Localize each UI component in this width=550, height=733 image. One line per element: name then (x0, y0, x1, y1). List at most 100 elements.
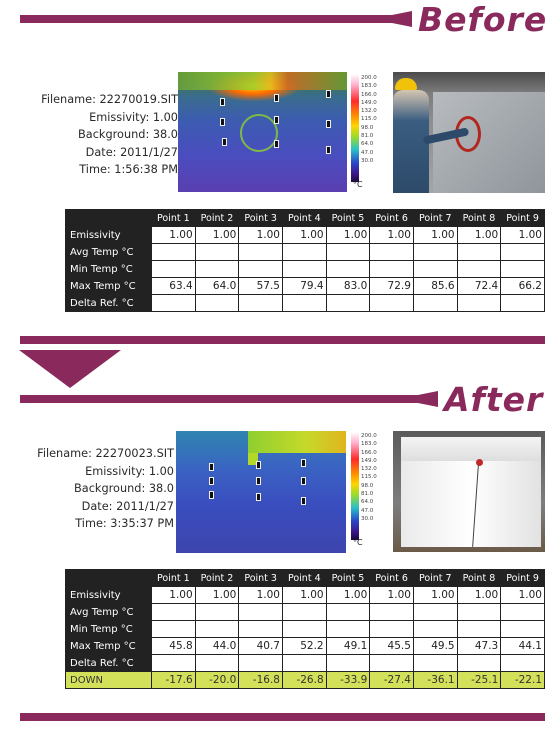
before-time: Time: 1:56:38 PM (79, 163, 178, 176)
section-divider-bar (20, 336, 545, 344)
before-cell: 1.00 (194, 226, 240, 244)
after-table-row-down: DOWN -17.6 -20.0 -16.8 -26.8 -33.9 -27.4… (65, 671, 545, 689)
after-filename: Filename: 22270023.SIT (37, 447, 174, 460)
after-column-header: Point 4 (281, 569, 327, 587)
after-column-header: Point 2 (194, 569, 240, 587)
before-cell: 57.5 (238, 277, 283, 295)
before-scale-tick: 81.0 (361, 133, 374, 140)
after-background: Background: 38.0 (74, 482, 174, 495)
after-cell (151, 620, 196, 638)
after-cell: 1.00 (151, 586, 196, 604)
after-cell: 1.00 (412, 586, 458, 604)
after-cell: 52.2 (281, 637, 327, 655)
before-cell: 72.4 (456, 277, 502, 295)
footer-bar (20, 713, 545, 721)
after-cell (281, 603, 327, 621)
before-cell (194, 243, 240, 261)
after-scale-tick: 81.0 (361, 491, 374, 498)
after-thermal-image (176, 431, 346, 553)
before-cell: 1.00 (151, 226, 196, 244)
after-down-cell: -17.6 (151, 671, 196, 689)
after-cell: 1.00 (281, 586, 327, 604)
before-table-row-delta: Delta Ref. °C (65, 294, 545, 312)
before-cell: 1.00 (500, 226, 545, 244)
after-cell: 1.00 (500, 586, 545, 604)
after-column-header: Point 3 (238, 569, 283, 587)
after-scale-tick: 115.0 (361, 474, 377, 481)
after-heading-bar (20, 395, 438, 403)
after-table-corner (65, 569, 152, 587)
after-time: Time: 3:35:37 PM (75, 517, 174, 530)
before-cell: 63.4 (151, 277, 196, 295)
after-column-header: Point 1 (151, 569, 196, 587)
down-arrow-icon (19, 350, 121, 388)
after-cell (369, 603, 414, 621)
after-date: Date: 2011/1/27 (81, 499, 174, 513)
before-row-label: Min Temp °C (65, 260, 152, 278)
after-row-label: Min Temp °C (65, 620, 152, 638)
after-row-label: Max Temp °C (65, 637, 152, 655)
before-cell (412, 243, 458, 261)
after-cell: 40.7 (238, 637, 283, 655)
before-cell: 1.00 (238, 226, 283, 244)
before-scale-tick: 200.0 (361, 75, 377, 81)
before-temperature-scale: 200.0 183.0 166.0 149.0 132.0 115.0 98.0… (351, 74, 400, 189)
after-column-header: Point 6 (369, 569, 414, 587)
before-cell (369, 243, 414, 261)
after-cell (325, 603, 371, 621)
before-column-header: Point 2 (194, 209, 240, 227)
after-table-row-avg: Avg Temp °C (65, 603, 545, 621)
after-scale-tick: 166.0 (361, 449, 377, 456)
before-cell (325, 243, 371, 261)
before-cell (369, 260, 414, 278)
after-cell: 44.0 (194, 637, 240, 655)
after-cell: 45.5 (369, 637, 414, 655)
after-row-label: Delta Ref. °C (65, 654, 152, 672)
before-cell (281, 294, 327, 312)
before-scale-tick: 64.0 (361, 141, 374, 148)
before-heading-bar-end (392, 11, 412, 27)
after-table-row-min: Min Temp °C (65, 620, 545, 638)
before-table-header-row: Point 1 Point 2 Point 3 Point 4 Point 5 … (65, 209, 545, 227)
after-column-header: Point 9 (500, 569, 545, 587)
before-cell (325, 294, 371, 312)
before-cell (194, 260, 240, 278)
before-table-row-emissivity: Emissivity 1.00 1.00 1.00 1.00 1.00 1.00… (65, 226, 545, 244)
before-cell (238, 243, 283, 261)
after-cell (369, 620, 414, 638)
after-cell: 45.8 (151, 637, 196, 655)
after-cell (151, 603, 196, 621)
before-cell: 66.2 (500, 277, 545, 295)
before-date: Date: 2011/1/27 (85, 145, 178, 159)
before-scale-tick: 149.0 (361, 99, 377, 106)
after-down-cell: -36.1 (412, 671, 458, 689)
after-cell (412, 620, 458, 638)
after-heading: After (444, 380, 544, 419)
before-scale-unit: °C (353, 180, 363, 189)
before-table-row-min: Min Temp °C (65, 260, 545, 278)
before-cell: 1.00 (281, 226, 327, 244)
after-table-header-row: Point 1 Point 2 Point 3 Point 4 Point 5 … (65, 569, 545, 587)
after-cell: 47.3 (456, 637, 502, 655)
after-cell (238, 654, 283, 672)
before-photo (393, 72, 545, 193)
before-cell (456, 243, 502, 261)
before-cell (325, 260, 371, 278)
after-scale-tick: 132.0 (361, 466, 377, 473)
before-cell (456, 294, 502, 312)
after-down-cell: -27.4 (369, 671, 414, 689)
after-table-row-delta: Delta Ref. °C (65, 654, 545, 672)
before-column-header: Point 3 (238, 209, 283, 227)
after-column-header: Point 8 (456, 569, 502, 587)
after-scale-tick: 183.0 (361, 441, 377, 448)
before-cell (456, 260, 502, 278)
before-scale-tick: 47.0 (361, 149, 374, 156)
after-metadata: Filename: 22270023.SIT Emissivity: 1.00 … (37, 445, 174, 533)
after-scale-unit: °C (353, 538, 363, 547)
after-cell (281, 620, 327, 638)
before-cell: 85.6 (412, 277, 458, 295)
before-column-header: Point 5 (325, 209, 371, 227)
after-scale-tick: 30.0 (361, 515, 374, 522)
after-cell (500, 620, 545, 638)
after-cell (500, 603, 545, 621)
